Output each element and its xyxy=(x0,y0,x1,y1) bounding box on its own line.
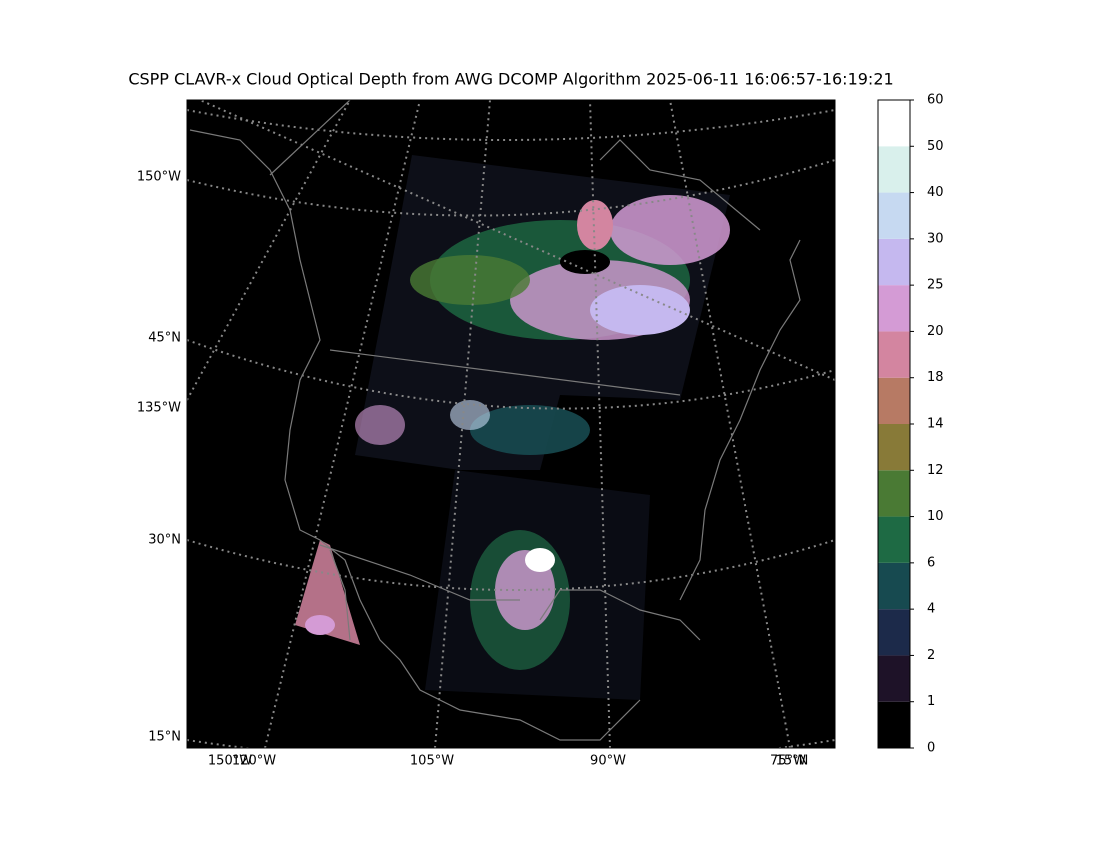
colorbar-tick-label: 25 xyxy=(927,278,944,293)
colorbar-tick-label: 40 xyxy=(927,185,944,200)
coastlines xyxy=(189,100,801,741)
colorbar-tick-label: 4 xyxy=(927,602,935,617)
colorbar-segment xyxy=(878,516,910,563)
graticule xyxy=(187,100,835,748)
map-label: 30°N xyxy=(148,533,181,548)
colorbar-segment xyxy=(878,238,910,286)
colorbar-tick-label: 2 xyxy=(927,648,935,663)
colorbar-segment xyxy=(878,146,910,193)
colorbar-segment xyxy=(878,609,910,656)
map-label: 90°W xyxy=(590,754,626,769)
colorbar-segment xyxy=(878,470,910,517)
map-label: 120°W xyxy=(232,754,276,769)
map-frame xyxy=(186,99,836,749)
colorbar-tick-label: 20 xyxy=(927,324,944,339)
map-label: 15°N xyxy=(148,730,181,745)
colorbar-tick-label: 60 xyxy=(927,93,944,108)
colorbar-segment xyxy=(878,701,910,748)
colorbar-tick-label: 50 xyxy=(927,139,944,154)
colorbar-segment xyxy=(878,100,910,147)
map-label: 150°W xyxy=(208,754,252,769)
map-label: 105°W xyxy=(410,754,454,769)
colorbar-tick-label: 0 xyxy=(927,741,935,756)
colorbar-tick-label: 30 xyxy=(927,231,944,246)
title: CSPP CLAVR-x Cloud Optical Depth from AW… xyxy=(128,70,893,89)
map-label: 75°W xyxy=(770,754,806,769)
colorbar-tick-label: 6 xyxy=(927,555,935,570)
colorbar-tick-label: 14 xyxy=(927,417,944,432)
colorbar-segment xyxy=(878,377,910,424)
colorbar-segment xyxy=(878,562,910,610)
colorbar-segment xyxy=(878,424,910,471)
colorbar-tick-label: 1 xyxy=(927,694,935,709)
colorbar-tick-label: 10 xyxy=(927,509,944,524)
colorbar-segment xyxy=(878,655,910,702)
map-label: 45°N xyxy=(148,331,181,346)
map: 150°W 45°N 135°W 30°N 15°N 150°W 120°W 1… xyxy=(137,99,836,769)
colorbar-tick-label: 18 xyxy=(927,370,944,385)
map-label: 135°W xyxy=(137,401,181,416)
colorbar-segment xyxy=(878,331,910,378)
colorbar-segment xyxy=(878,285,910,332)
colorbar-tick-label: 12 xyxy=(927,463,944,478)
map-label: 15°N xyxy=(776,754,809,769)
colorbar-segment xyxy=(878,192,910,239)
map-label: 150°W xyxy=(137,170,181,185)
